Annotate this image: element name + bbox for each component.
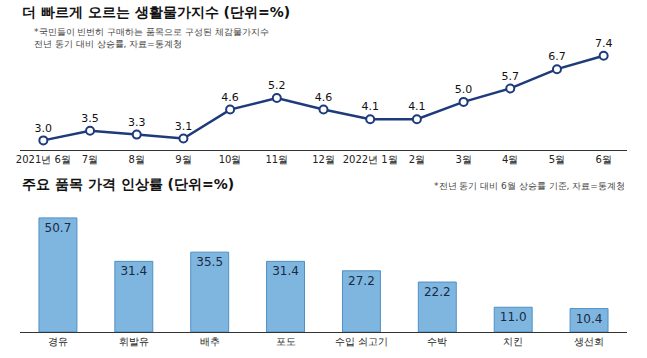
svg-text:9월: 9월 bbox=[175, 154, 191, 165]
svg-text:10월: 10월 bbox=[219, 154, 242, 165]
svg-text:7.4: 7.4 bbox=[595, 37, 613, 50]
svg-text:*국민들이 빈번히 구매하는 품목으로 구성된 체감물가지수: *국민들이 빈번히 구매하는 품목으로 구성된 체감물가지수 bbox=[34, 27, 269, 37]
svg-text:11.0: 11.0 bbox=[500, 310, 527, 324]
svg-text:4.6: 4.6 bbox=[315, 91, 333, 104]
svg-text:2022년 1월: 2022년 1월 bbox=[343, 154, 398, 165]
svg-text:더 빠르게 오르는 생활물가지수 (단위=%): 더 빠르게 오르는 생활물가지수 (단위=%) bbox=[22, 4, 290, 20]
svg-text:22.2: 22.2 bbox=[424, 285, 451, 299]
svg-text:6.7: 6.7 bbox=[548, 50, 566, 63]
svg-text:50.7: 50.7 bbox=[45, 221, 72, 235]
svg-text:5.7: 5.7 bbox=[502, 70, 520, 83]
svg-text:5월: 5월 bbox=[549, 154, 565, 165]
svg-text:31.4: 31.4 bbox=[120, 264, 147, 278]
svg-text:31.4: 31.4 bbox=[272, 264, 299, 278]
svg-text:7월: 7월 bbox=[82, 154, 98, 165]
svg-text:치킨: 치킨 bbox=[503, 336, 523, 347]
svg-text:4월: 4월 bbox=[502, 154, 518, 165]
svg-text:3월: 3월 bbox=[455, 154, 471, 165]
svg-text:4.6: 4.6 bbox=[221, 91, 239, 104]
svg-text:주요 품목 가격 인상률 (단위=%): 주요 품목 가격 인상률 (단위=%) bbox=[22, 176, 234, 192]
svg-text:3.1: 3.1 bbox=[175, 120, 193, 133]
svg-text:27.2: 27.2 bbox=[348, 274, 375, 288]
svg-text:5.2: 5.2 bbox=[268, 79, 286, 92]
svg-text:6월: 6월 bbox=[595, 154, 611, 165]
svg-text:10.4: 10.4 bbox=[576, 312, 603, 326]
svg-text:포도: 포도 bbox=[276, 336, 296, 347]
svg-text:*전년 동기 대비 6월 상승률 기준, 자료=통계청: *전년 동기 대비 6월 상승률 기준, 자료=통계청 bbox=[434, 181, 625, 191]
svg-text:11월: 11월 bbox=[265, 154, 288, 165]
svg-text:배추: 배추 bbox=[200, 336, 220, 347]
svg-text:3.5: 3.5 bbox=[81, 112, 99, 125]
svg-text:35.5: 35.5 bbox=[196, 255, 223, 269]
svg-text:8월: 8월 bbox=[129, 154, 145, 165]
svg-text:12월: 12월 bbox=[312, 154, 335, 165]
svg-text:5.0: 5.0 bbox=[455, 83, 473, 96]
svg-text:2021년 6월: 2021년 6월 bbox=[16, 154, 71, 165]
svg-text:경유: 경유 bbox=[48, 336, 68, 347]
svg-text:휘발유: 휘발유 bbox=[119, 336, 149, 347]
svg-text:수입 쇠고기: 수입 쇠고기 bbox=[335, 336, 388, 347]
svg-text:2월: 2월 bbox=[409, 154, 425, 165]
svg-text:4.1: 4.1 bbox=[408, 100, 426, 113]
svg-text:생선회: 생선회 bbox=[574, 336, 604, 347]
svg-text:4.1: 4.1 bbox=[361, 100, 379, 113]
svg-text:전년 동기 대비 상승률, 자료=통계청: 전년 동기 대비 상승률, 자료=통계청 bbox=[34, 39, 182, 49]
svg-text:3.3: 3.3 bbox=[128, 116, 146, 129]
svg-text:수박: 수박 bbox=[427, 336, 447, 347]
svg-text:3.0: 3.0 bbox=[35, 122, 53, 135]
